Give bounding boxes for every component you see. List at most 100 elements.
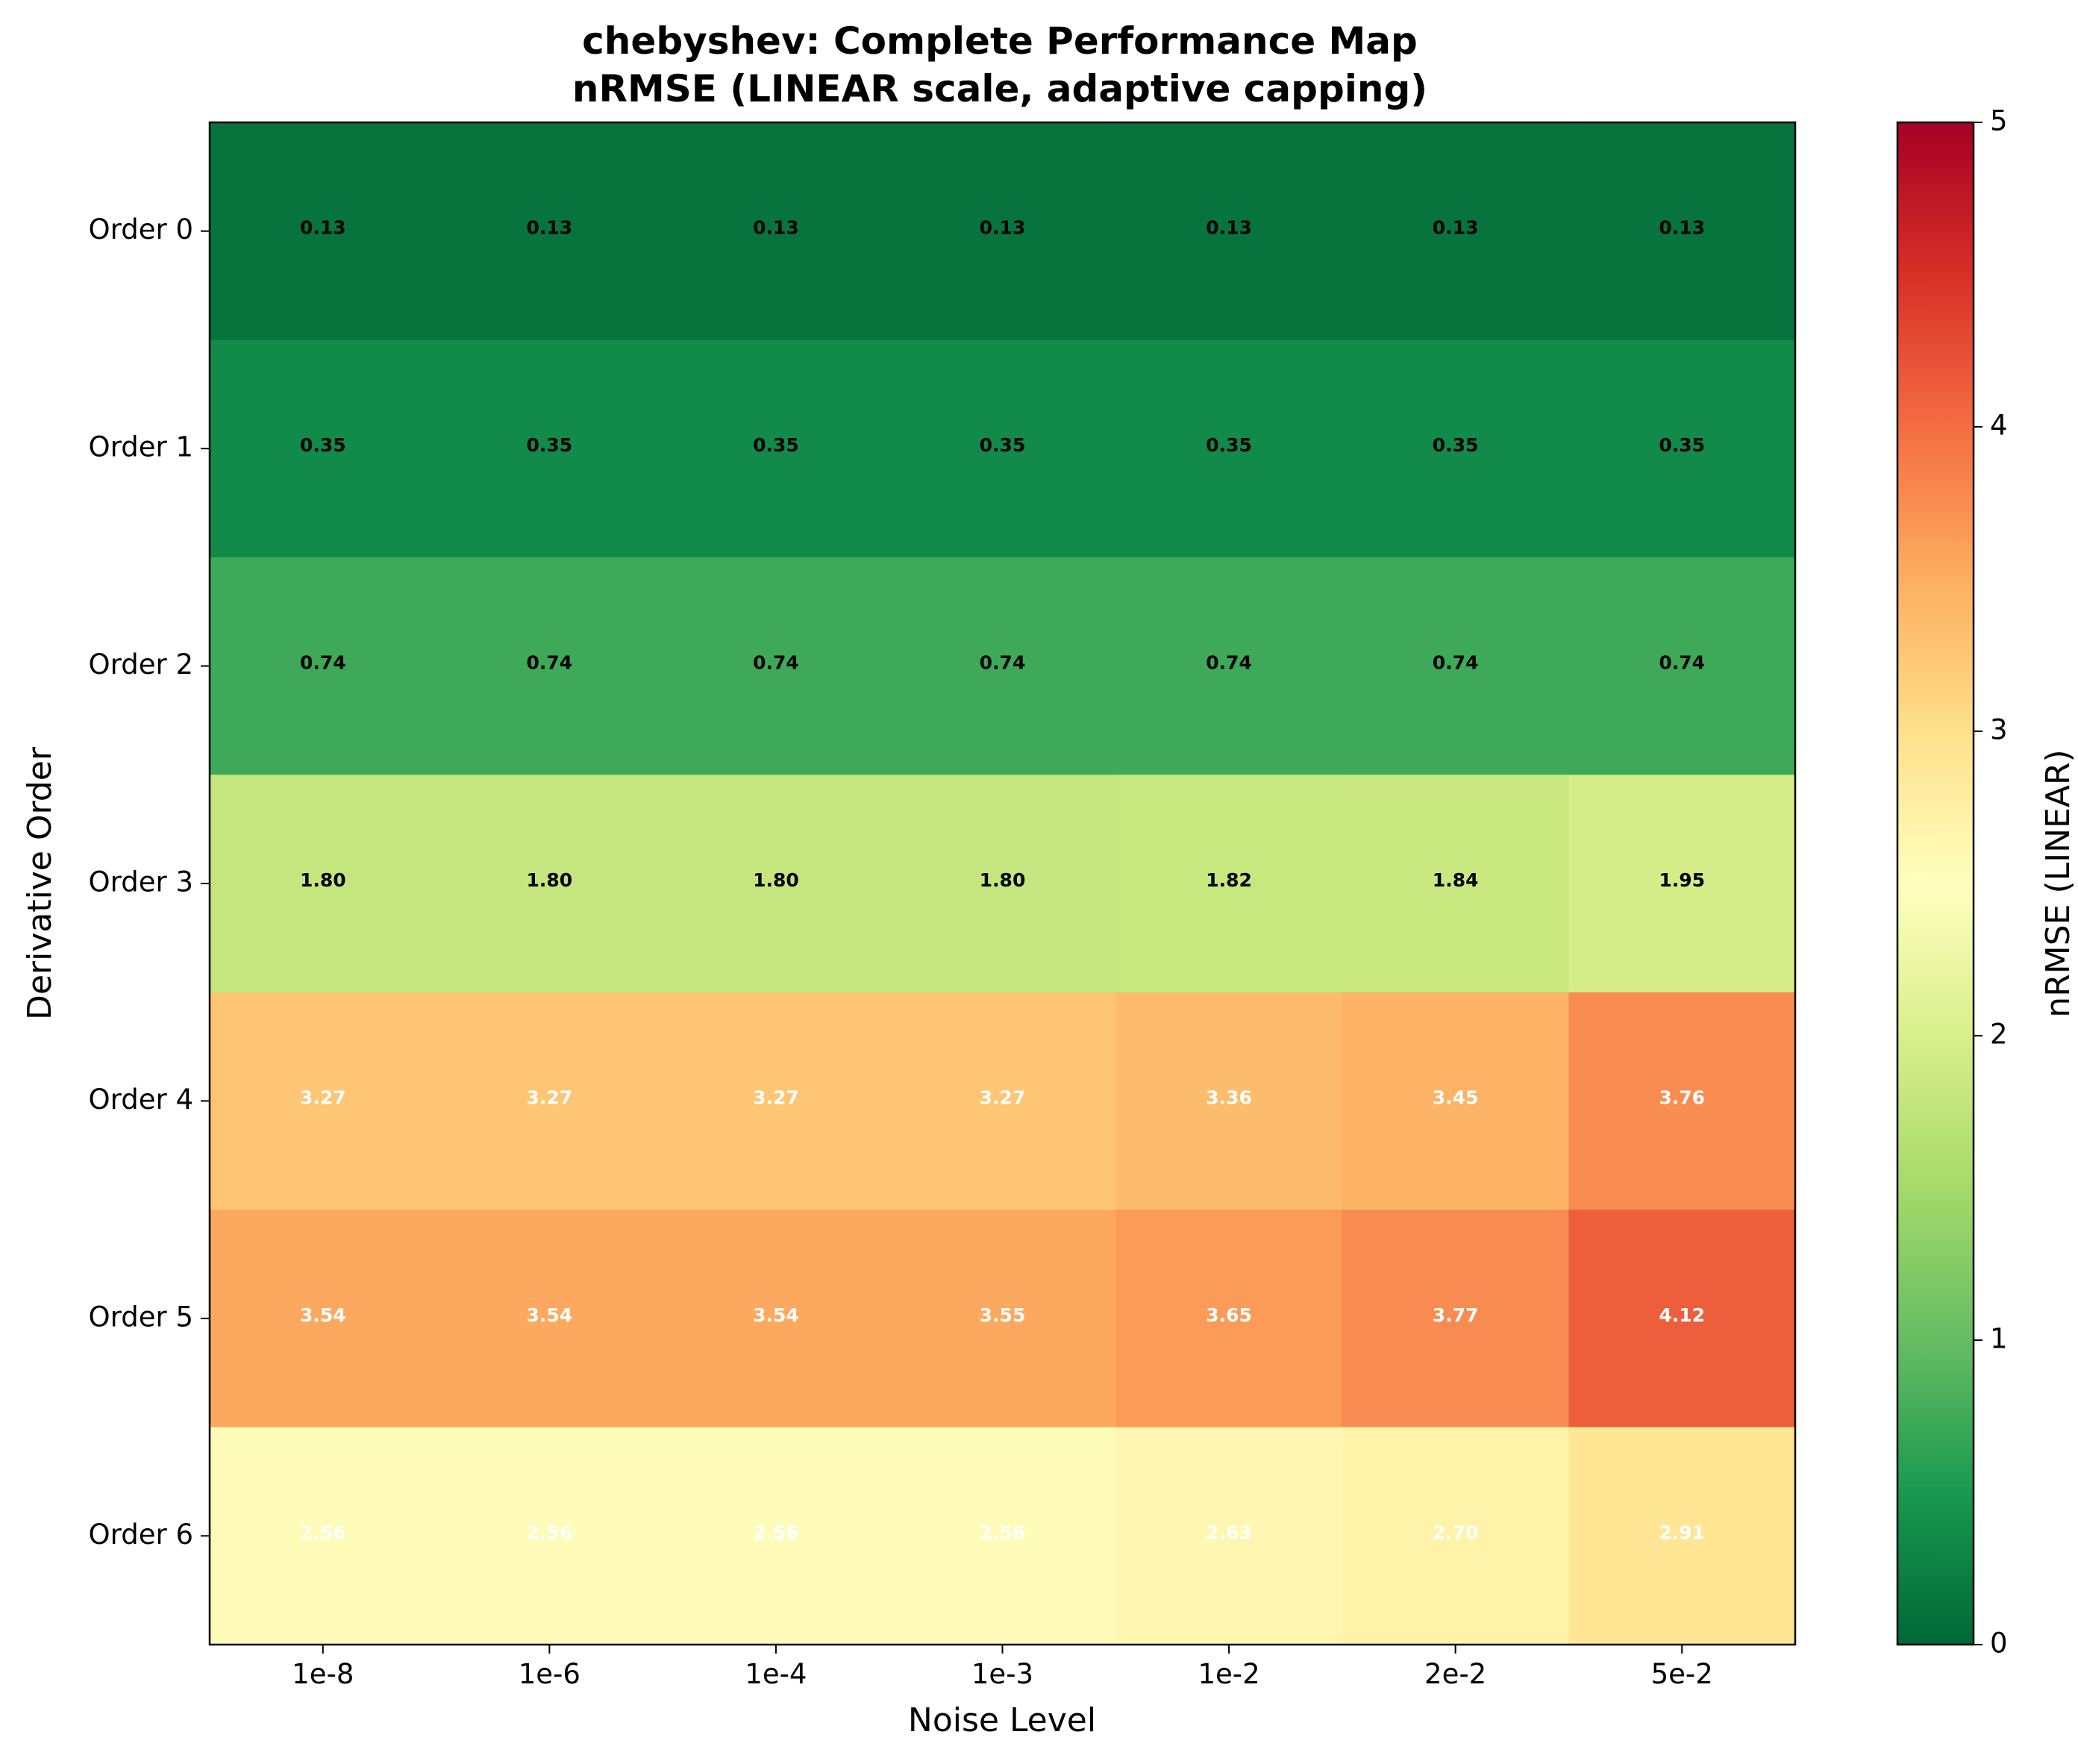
cell-value-label: 2.91 (1659, 1521, 1705, 1543)
cell-value-label: 1.80 (753, 869, 799, 891)
chart-subtitle: nRMSE (LINEAR scale, adaptive capping) (572, 67, 1427, 110)
heatmap-cell (436, 775, 663, 993)
heatmap-cell (663, 1210, 890, 1428)
cell-value-label: 3.65 (1206, 1304, 1252, 1326)
heatmap-cell (1115, 122, 1343, 340)
cell-value-label: 0.35 (980, 434, 1026, 456)
y-tick-label: Order 3 (89, 866, 193, 898)
cell-value-label: 0.74 (300, 652, 346, 674)
heatmap-cell (1568, 775, 1796, 993)
x-tick-label: 5e-2 (1651, 1658, 1713, 1690)
heatmap-cell (210, 557, 437, 775)
heatmap-cell (663, 775, 890, 993)
y-tick-label: Order 6 (89, 1519, 193, 1551)
cell-value-label: 0.74 (1659, 652, 1705, 674)
heatmap-cell (663, 122, 890, 340)
y-tick-label: Order 1 (89, 431, 193, 463)
heatmap-cell (1115, 775, 1343, 993)
cell-value-label: 0.35 (527, 434, 573, 456)
heatmap-cell (210, 992, 437, 1210)
heatmap-cell (663, 992, 890, 1210)
heatmap-cell (210, 122, 437, 340)
heatmap-cell (1342, 340, 1569, 558)
colorbar-tick-label: 3 (1990, 714, 2008, 746)
cell-value-label: 2.56 (300, 1521, 346, 1543)
cell-value-label: 0.74 (1433, 652, 1479, 674)
colorbar-label: nRMSE (LINEAR) (2039, 749, 2077, 1017)
cell-value-label: 3.27 (753, 1086, 799, 1108)
colorbar-tick-label: 5 (1990, 105, 2008, 137)
heatmap-cell (889, 775, 1116, 993)
cell-value-label: 2.56 (753, 1521, 799, 1543)
cell-value-label: 3.54 (300, 1304, 346, 1326)
heatmap-cell-labels: 0.13 0.13 0.13 0.13 0.13 0.13 0.13 0.35 0.35 0.35… (300, 217, 1705, 1544)
x-tick-label: 1e-3 (971, 1658, 1033, 1690)
heatmap-cell (210, 340, 437, 558)
heatmap-cell (1568, 122, 1796, 340)
y-tick-label: Order 4 (89, 1083, 193, 1116)
cell-value-label: 0.74 (753, 652, 799, 674)
x-tick-label: 1e-4 (745, 1658, 807, 1690)
cell-value-label: 0.13 (300, 217, 346, 239)
heatmap-cell (436, 1427, 663, 1645)
cell-value-label: 0.13 (1206, 217, 1252, 239)
heatmap-cell (1342, 1210, 1569, 1428)
heatmap-cell (436, 122, 663, 340)
cell-value-label: 0.35 (300, 434, 346, 456)
cell-value-label: 3.27 (527, 1086, 573, 1108)
cell-value-label: 1.80 (300, 869, 346, 891)
cell-value-label: 3.54 (753, 1304, 799, 1326)
heatmap-cell (1342, 1427, 1569, 1645)
x-tick-label: 1e-2 (1198, 1658, 1259, 1690)
x-tick-label: 1e-6 (519, 1658, 580, 1690)
cell-value-label: 1.95 (1659, 869, 1705, 891)
heatmap-cell (1342, 775, 1569, 993)
heatmap-cells (210, 122, 1796, 1645)
cell-value-label: 2.56 (527, 1521, 573, 1543)
heatmap-cell (663, 340, 890, 558)
heatmap-cell (889, 1210, 1116, 1428)
heatmap-cell (1115, 1210, 1343, 1428)
cell-value-label: 0.13 (980, 217, 1026, 239)
heatmap-cell (1568, 1210, 1796, 1428)
cell-value-label: 0.35 (1659, 434, 1705, 456)
cell-value-label: 0.74 (527, 652, 573, 674)
cell-value-label: 3.27 (300, 1086, 346, 1108)
cell-value-label: 3.45 (1433, 1086, 1479, 1108)
x-axis-ticks: 1e-8 1e-6 1e-4 1e-3 1e-2 2e-2 5e-2 (292, 1645, 1713, 1690)
colorbar-tick-label: 1 (1990, 1323, 2008, 1355)
x-tick-label: 1e-8 (292, 1658, 354, 1690)
y-axis-label: Derivative Order (21, 746, 59, 1020)
heatmap-cell (436, 992, 663, 1210)
cell-value-label: 3.76 (1659, 1086, 1705, 1108)
cell-value-label: 3.54 (527, 1304, 573, 1326)
heatmap-cell (436, 340, 663, 558)
cell-value-label: 3.55 (980, 1304, 1026, 1326)
heatmap-cell (1342, 557, 1569, 775)
cell-value-label: 3.36 (1206, 1086, 1252, 1108)
colorbar-tick-label: 2 (1990, 1019, 2008, 1051)
heatmap-cell (436, 1210, 663, 1428)
cell-value-label: 3.77 (1433, 1304, 1479, 1326)
colorbar-ticks: 0 1 2 3 4 5 (1974, 105, 2008, 1660)
heatmap-cell (1568, 557, 1796, 775)
cell-value-label: 1.80 (527, 869, 573, 891)
x-tick-label: 2e-2 (1424, 1658, 1486, 1690)
heatmap-cell (210, 775, 437, 993)
cell-value-label: 2.63 (1206, 1521, 1252, 1543)
colorbar-tick-label: 0 (1990, 1627, 2008, 1660)
cell-value-label: 2.70 (1433, 1521, 1479, 1543)
colorbar-tick-label: 4 (1990, 410, 2008, 442)
heatmap-cell (889, 1427, 1116, 1645)
cell-value-label: 0.13 (527, 217, 573, 239)
cell-value-label: 1.80 (980, 869, 1026, 891)
cell-value-label: 0.13 (753, 217, 799, 239)
y-tick-label: Order 0 (89, 213, 193, 245)
heatmap-cell (1115, 1427, 1343, 1645)
cell-value-label: 1.82 (1206, 869, 1252, 891)
y-axis-ticks: Order 0 Order 1 Order 2 Order 3 Order 4 Order… (89, 213, 210, 1551)
x-axis-label: Noise Level (908, 1701, 1096, 1739)
y-tick-label: Order 5 (89, 1301, 193, 1333)
heatmap-cell (889, 340, 1116, 558)
